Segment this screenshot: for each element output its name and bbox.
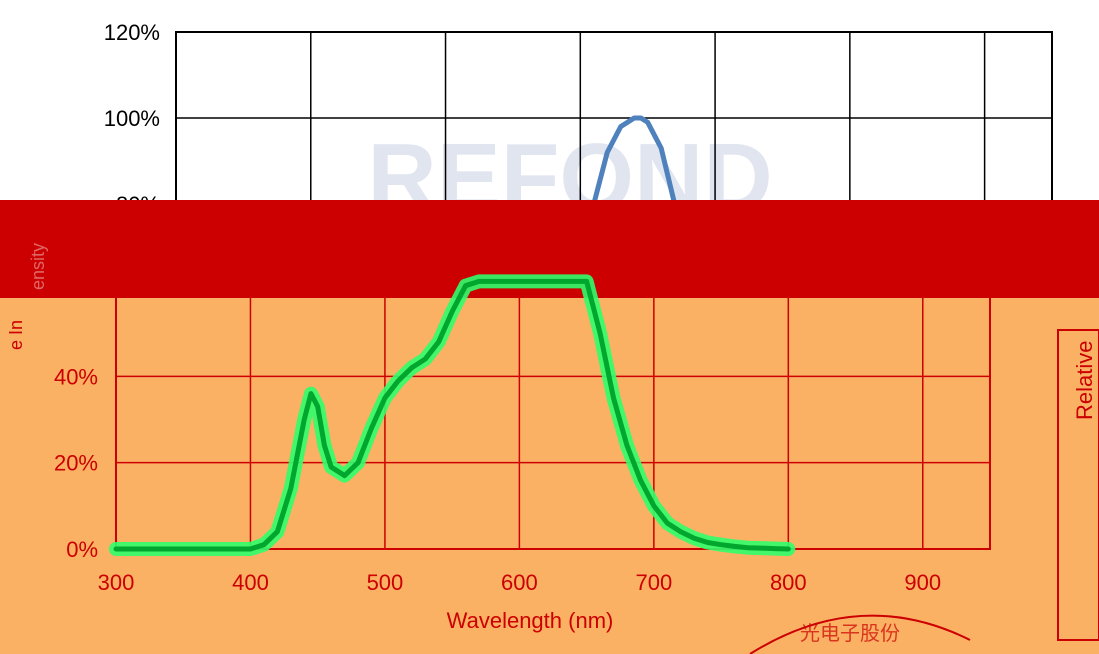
bottom-chart-y-ticks: 0% 20% 40% bbox=[54, 364, 98, 562]
bottom-panel-background bbox=[0, 285, 1099, 654]
stamp-arc bbox=[749, 614, 971, 654]
top-y-tick-label: 100% bbox=[104, 106, 160, 131]
bottom-y-tick-label: 40% bbox=[54, 364, 98, 389]
bottom-y-tick-label: 20% bbox=[54, 451, 98, 476]
bottom-x-tick-label: 300 bbox=[98, 570, 135, 595]
bottom-x-tick-label: 600 bbox=[501, 570, 538, 595]
bottom-y-axis-label-partial: e In bbox=[6, 320, 26, 350]
right-legend-frame bbox=[1057, 329, 1099, 641]
right-axis-label: Relative bbox=[1072, 341, 1097, 420]
bottom-chart-series bbox=[109, 274, 796, 556]
bottom-x-tick-label: 900 bbox=[904, 570, 941, 595]
stamp-text: 光电子股份 bbox=[800, 622, 900, 645]
bottom-chart-x-ticks: 300 400 500 600 700 800 900 bbox=[98, 570, 941, 595]
bottom-y-axis-label-fragment: ensity bbox=[28, 243, 48, 290]
bottom-x-tick-label: 500 bbox=[367, 570, 404, 595]
company-stamp: 光电子股份 bbox=[749, 614, 971, 654]
bottom-x-tick-label: 400 bbox=[232, 570, 269, 595]
bottom-spectrum-line bbox=[113, 278, 791, 552]
bottom-x-tick-label: 700 bbox=[635, 570, 672, 595]
bottom-x-axis-label: Wavelength (nm) bbox=[447, 608, 614, 633]
bottom-y-tick-label: 0% bbox=[66, 537, 98, 562]
bottom-x-tick-label: 800 bbox=[770, 570, 807, 595]
top-y-tick-label: 120% bbox=[104, 20, 160, 45]
